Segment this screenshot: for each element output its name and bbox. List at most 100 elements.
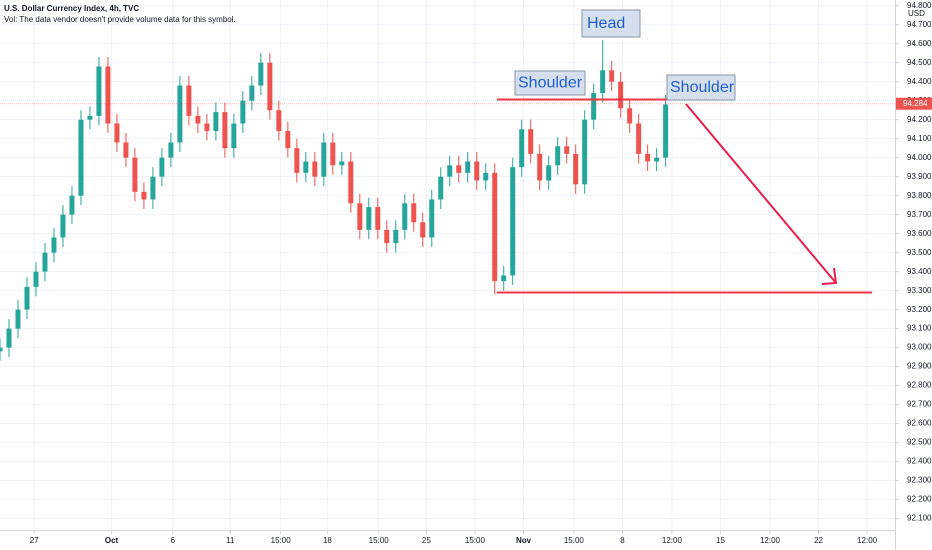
candle-body [294, 148, 300, 173]
arrow [685, 103, 837, 284]
candle-body [384, 229, 390, 244]
candle-body [474, 161, 480, 181]
candle-body [249, 85, 255, 101]
y-tick-label: 93.500 [907, 248, 932, 257]
x-tick-label: 12:00 [760, 536, 781, 545]
x-tick-label: 15:00 [564, 536, 585, 545]
candle-body [375, 207, 381, 230]
x-tick-label: 15:00 [369, 536, 390, 545]
candle-body [420, 222, 426, 238]
x-tick-label: 15:00 [271, 536, 292, 545]
chart-subtitle: Vol: The data vendor doesn't provide vol… [4, 15, 236, 24]
candle-body [177, 85, 183, 143]
candle-body [132, 157, 138, 192]
annotation-box [581, 9, 641, 38]
x-tick-label: 12:00 [857, 536, 878, 545]
candle-body [636, 123, 642, 154]
y-tick-label: 92.100 [907, 514, 932, 523]
x-tick-label: 8 [620, 536, 625, 545]
candle-body [591, 93, 597, 120]
candle-body [222, 112, 228, 149]
candle-body [78, 119, 84, 196]
annotation: Shoulder [670, 79, 735, 96]
candle-body [42, 252, 48, 272]
candle-body [87, 115, 93, 120]
candle-body [663, 104, 669, 158]
candle-body [105, 66, 111, 124]
candle-body [339, 161, 345, 166]
y-tick-label: 94.100 [907, 134, 932, 143]
x-tick-label: 15 [716, 536, 725, 545]
x-tick-label: 22 [814, 536, 823, 545]
candle-body [393, 229, 399, 244]
candle-body [321, 142, 327, 177]
x-tick-label: 18 [323, 536, 332, 545]
candle-body [411, 203, 417, 223]
candle-body [519, 129, 525, 168]
candle-body [0, 347, 3, 352]
y-tick-label: 92.600 [907, 419, 932, 428]
candle-body [258, 62, 264, 86]
candle-body [555, 146, 561, 166]
y-tick-label: 94.800 [907, 1, 932, 10]
candle-body [15, 309, 21, 329]
y-tick-label: 93.900 [907, 172, 932, 181]
candle-body [546, 165, 552, 181]
candle-body [195, 115, 201, 124]
candle-body [33, 271, 39, 287]
y-tick-label: 94.400 [907, 77, 932, 86]
candle-body [402, 203, 408, 230]
candle-body [357, 203, 363, 230]
candle-body [213, 112, 219, 132]
candle-body [123, 142, 129, 158]
y-tick-label: 94.200 [907, 115, 932, 124]
y-tick-label: 92.400 [907, 457, 932, 466]
candle-body [600, 70, 606, 94]
candle-body [465, 161, 471, 173]
y-tick-label: 92.700 [907, 400, 932, 409]
candle-body [573, 153, 579, 185]
y-tick-label: 93.300 [907, 286, 932, 295]
last-price-label: 94.284 [903, 99, 928, 108]
grid [0, 0, 895, 530]
candle-body [609, 70, 615, 82]
candle-body [150, 176, 156, 200]
x-tick-label: 27 [30, 536, 39, 545]
annotation: Shoulder [518, 75, 583, 92]
y-tick-label: 93.400 [907, 267, 932, 276]
y-tick-label: 93.100 [907, 324, 932, 333]
candle-body [69, 195, 75, 215]
candle-body [618, 81, 624, 109]
candle-body [582, 119, 588, 185]
candle-body [528, 129, 534, 154]
candle-body [267, 62, 273, 111]
candle-body [483, 172, 489, 181]
candle-body [456, 165, 462, 173]
candle-body [276, 110, 282, 132]
y-tick-label: 93.000 [907, 343, 932, 352]
y-tick-label: 93.800 [907, 191, 932, 200]
x-tick-label: 12:00 [662, 536, 683, 545]
y-tick-label: 94.700 [907, 20, 932, 29]
x-tick-label: 6 [170, 536, 175, 545]
y-tick-label: 93.200 [907, 305, 932, 314]
candle-body [447, 165, 453, 177]
candle-body [564, 146, 570, 154]
candle-body [141, 191, 147, 200]
chart-title: U.S. Dollar Currency Index, 4h, TVC [4, 4, 139, 13]
candle-body [231, 123, 237, 149]
y-tick-label: 93.700 [907, 210, 932, 219]
axis-label-bg [896, 8, 932, 20]
candle-body [366, 207, 372, 230]
candle-body [240, 100, 246, 124]
y-tick-label: 92.500 [907, 438, 932, 447]
x-tick-label: Oct [105, 536, 119, 545]
candle-body [510, 167, 516, 276]
annotations: Head Shoulder Shoulder [514, 9, 736, 101]
y-axis-label: USD [908, 9, 925, 18]
candle-body [429, 199, 435, 238]
candle-body [348, 161, 354, 204]
y-tick-label: 93.600 [907, 229, 932, 238]
axes: 92.100 92.200 92.300 92.400 92.500 92.600 92.7… [30, 1, 932, 545]
candle-body [114, 123, 120, 143]
